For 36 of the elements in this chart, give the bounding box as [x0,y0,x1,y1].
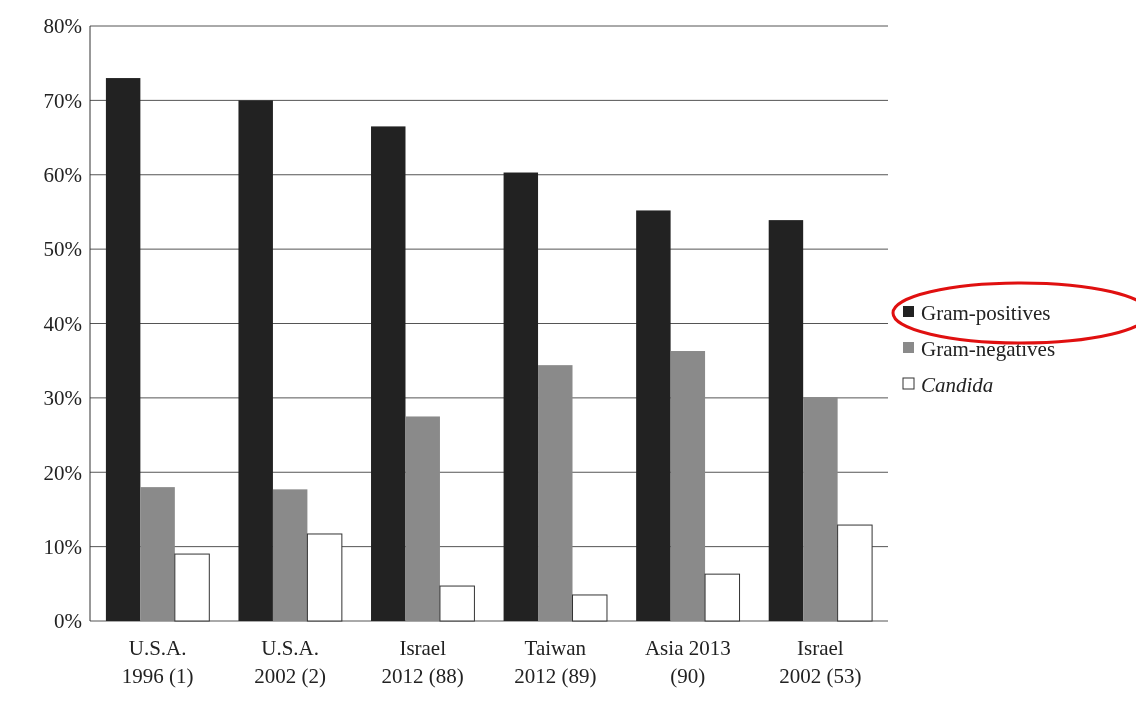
y-tick-label: 30% [43,386,82,411]
bar [670,351,706,621]
bar [803,397,838,621]
bar [636,210,671,621]
y-tick-label: 60% [43,163,82,188]
bar [503,172,539,621]
bar [306,533,343,622]
bar [704,573,741,622]
x-tick-label: Israel 2002 (53) [779,636,862,688]
bar [837,524,873,622]
bar [405,416,440,621]
legend-label: Candida [921,373,994,398]
x-tick-label: Taiwan 2012 (89) [514,636,597,688]
x-tick-label: U.S.A. 2002 (2) [254,636,327,688]
bar [238,100,273,621]
y-tick-label: 40% [43,311,82,336]
legend-label: Gram-positives [921,301,1051,326]
x-tick-label: Israel 2012 (88) [381,636,464,688]
bar [140,487,175,621]
x-tick-label: Asia 2013 (90) [644,636,731,688]
x-tick-label: U.S.A. 1996 (1) [121,636,194,688]
bar [272,489,308,621]
y-tick-label: 20% [43,460,82,485]
bar [105,78,141,621]
bar [439,585,475,622]
bar [371,126,406,621]
y-tick-label: 50% [43,237,82,262]
bar [174,553,210,622]
bar [538,365,573,621]
bar [768,220,804,621]
y-tick-label: 70% [43,88,82,113]
bar [572,594,608,622]
y-tick-label: 10% [43,534,82,559]
legend-label: Gram-negatives [921,337,1056,362]
y-tick-label: 80% [43,14,82,39]
y-tick-label: 0% [54,609,82,634]
